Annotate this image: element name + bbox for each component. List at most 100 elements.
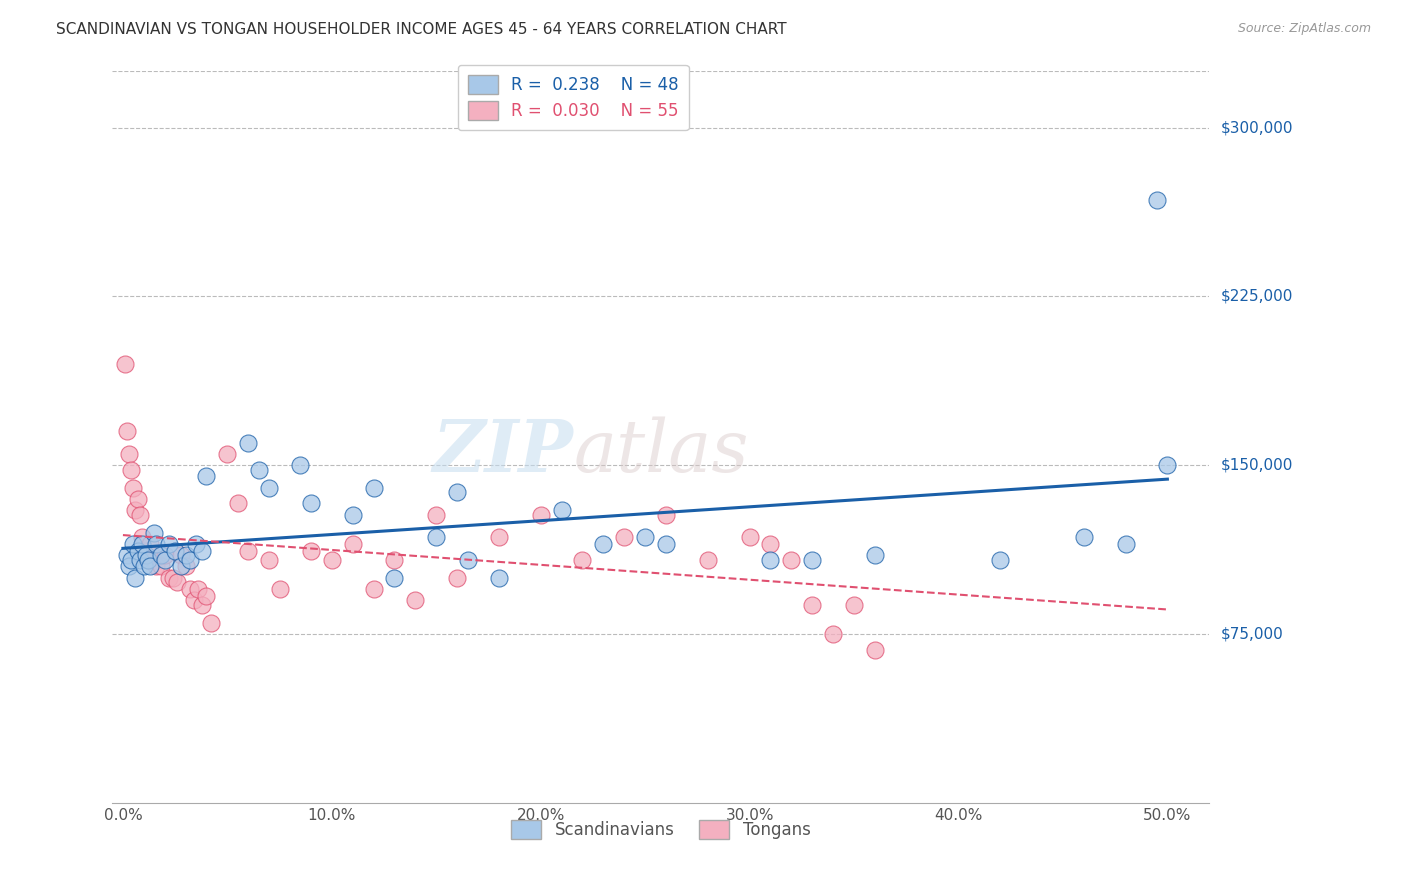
Point (257, 553, 280, 567)
Point (118, 559, 141, 574)
Point (446, 485, 468, 500)
Point (425, 508, 447, 522)
Point (613, 530, 636, 544)
Point (179, 582, 201, 596)
Point (425, 530, 447, 544)
Point (363, 481, 385, 495)
Point (226, 496, 249, 510)
Point (257, 481, 280, 495)
Point (1073, 530, 1095, 544)
Point (118, 447, 141, 461)
Point (136, 553, 159, 567)
Point (131, 537, 153, 551)
Point (247, 463, 270, 477)
Point (141, 548, 163, 562)
Point (363, 582, 385, 596)
Point (655, 508, 678, 522)
Point (321, 553, 343, 567)
Point (143, 525, 166, 540)
Point (132, 559, 155, 574)
Point (446, 571, 468, 585)
Point (128, 508, 150, 522)
Point (174, 548, 197, 562)
Point (200, 615, 222, 630)
Text: $150,000: $150,000 (1220, 458, 1292, 473)
Point (149, 548, 172, 562)
Point (592, 537, 614, 551)
Point (696, 553, 718, 567)
Point (166, 575, 188, 590)
Point (1146, 193, 1168, 207)
Point (136, 553, 159, 567)
Point (143, 553, 166, 567)
Text: $75,000: $75,000 (1220, 626, 1284, 641)
Text: atlas: atlas (574, 417, 748, 487)
Point (1115, 537, 1137, 551)
Point (139, 559, 162, 574)
Point (115, 548, 138, 562)
Point (342, 508, 364, 522)
Point (488, 530, 510, 544)
Point (153, 548, 176, 562)
Point (128, 553, 150, 567)
Point (759, 553, 782, 567)
Point (384, 553, 406, 567)
Text: Source: ZipAtlas.com: Source: ZipAtlas.com (1237, 22, 1371, 36)
Point (124, 571, 146, 585)
Point (550, 503, 572, 517)
Point (145, 559, 167, 574)
Text: $300,000: $300,000 (1220, 120, 1292, 135)
Point (120, 553, 142, 567)
Text: ZIP: ZIP (432, 417, 574, 487)
Point (132, 543, 155, 558)
Point (823, 627, 845, 641)
Point (131, 530, 153, 544)
Point (120, 463, 142, 477)
Point (238, 435, 260, 450)
Point (157, 571, 180, 585)
Point (183, 593, 205, 607)
Point (299, 496, 322, 510)
Point (738, 530, 761, 544)
Point (195, 469, 218, 483)
Point (149, 559, 172, 574)
Point (290, 458, 312, 473)
Point (135, 548, 157, 562)
Point (191, 598, 214, 612)
Point (655, 537, 678, 551)
Point (571, 553, 593, 567)
Point (184, 537, 207, 551)
Point (384, 571, 406, 585)
Point (127, 543, 149, 558)
Point (238, 543, 260, 558)
Point (191, 543, 214, 558)
Point (115, 425, 138, 439)
Point (863, 548, 886, 562)
Point (124, 503, 146, 517)
Point (988, 553, 1011, 567)
Point (187, 582, 209, 596)
Point (863, 642, 886, 657)
Point (145, 537, 167, 551)
Point (217, 447, 239, 461)
Point (269, 582, 291, 596)
Point (488, 571, 510, 585)
Point (801, 598, 824, 612)
Point (530, 508, 553, 522)
Point (759, 537, 782, 551)
Point (127, 491, 149, 506)
Point (195, 589, 218, 603)
Point (170, 559, 193, 574)
Point (139, 537, 162, 551)
Point (170, 548, 193, 562)
Point (165, 543, 187, 558)
Point (122, 537, 145, 551)
Point (842, 598, 865, 612)
Point (153, 553, 176, 567)
Point (404, 593, 426, 607)
Point (157, 537, 180, 551)
Point (1156, 458, 1178, 473)
Point (801, 553, 824, 567)
Point (342, 537, 364, 551)
Point (780, 553, 803, 567)
